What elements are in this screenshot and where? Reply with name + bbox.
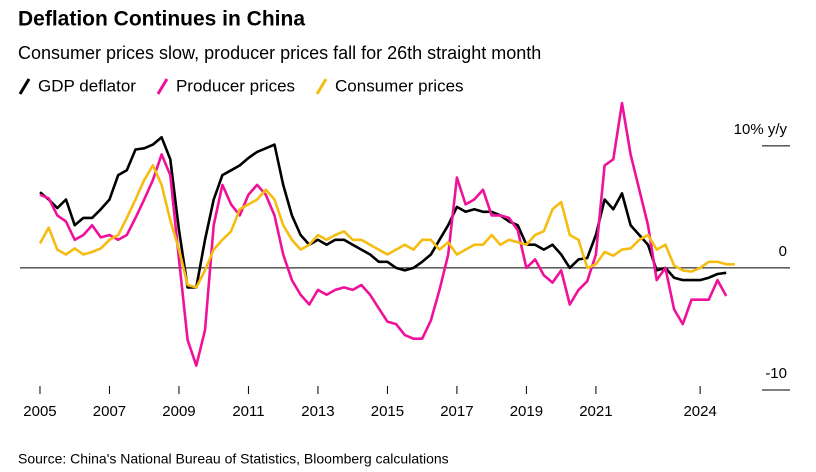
y-tick-label: -10 <box>765 365 787 382</box>
x-tick-label: 2015 <box>371 403 404 420</box>
x-tick-label: 2021 <box>579 403 612 420</box>
x-tick-label: 2024 <box>683 403 716 420</box>
legend-swatch <box>18 78 31 95</box>
y-tick-label: 0 <box>779 243 787 260</box>
series-line <box>39 136 727 289</box>
x-tick-label: 2011 <box>232 403 264 420</box>
legend-label: GDP deflator <box>38 76 136 95</box>
legend-swatch <box>156 78 169 95</box>
legend-label: Consumer prices <box>335 76 464 95</box>
x-tick-label: 2005 <box>23 403 56 420</box>
x-tick-label: 2007 <box>93 403 126 420</box>
y-tick-label: 10% y/y <box>734 121 788 138</box>
x-tick-label: 2017 <box>440 403 473 420</box>
x-tick-label: 2009 <box>162 403 195 420</box>
source: Source: China's National Bureau of Stati… <box>18 451 449 467</box>
chart-subtitle: Consumer prices slow, producer prices fa… <box>18 43 541 63</box>
chart-title: Deflation Continues in China <box>18 8 305 31</box>
series-line <box>38 164 735 289</box>
legend-label: Producer prices <box>176 76 295 95</box>
legend-swatch <box>315 78 328 95</box>
x-tick-label: 2019 <box>510 403 543 420</box>
series-line <box>39 101 728 367</box>
x-tick-label: 2013 <box>301 403 334 420</box>
